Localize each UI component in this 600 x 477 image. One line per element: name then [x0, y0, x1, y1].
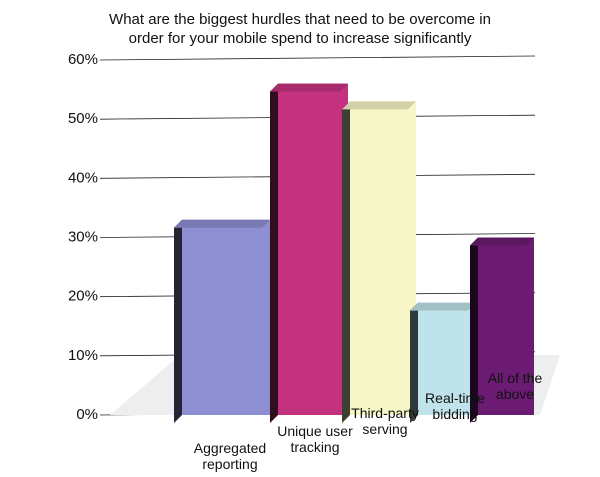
x-tick-label: All of the above — [487, 370, 543, 402]
y-tick-label: 40% — [68, 169, 98, 186]
bar-side — [342, 101, 350, 424]
x-tick-label: Real-time bidding — [425, 390, 485, 422]
x-tick-label: Third-party serving — [351, 405, 419, 437]
bar-side — [270, 83, 278, 424]
bar-top — [174, 219, 270, 228]
y-tick-label: 60% — [68, 51, 98, 68]
x-tick-label: Aggregated reporting — [193, 440, 267, 472]
bar — [270, 83, 348, 424]
bar — [342, 101, 416, 424]
bar-front — [278, 83, 348, 416]
bar-side — [174, 219, 182, 423]
bar-front — [182, 219, 270, 415]
bar — [470, 237, 534, 423]
y-tick-label: 0% — [76, 406, 98, 423]
x-tick-label: Unique user tracking — [277, 423, 353, 455]
bar-side — [410, 302, 418, 423]
bar — [410, 302, 476, 423]
bar-front — [350, 101, 416, 416]
bar-top — [470, 237, 534, 246]
y-tick-label: 10% — [68, 347, 98, 364]
bar-front — [478, 237, 534, 415]
bar-top — [410, 302, 476, 311]
y-tick-label: 50% — [68, 110, 98, 127]
y-tick-label: 20% — [68, 288, 98, 305]
bar-top — [270, 83, 348, 92]
chart-title: What are the biggest hurdles that need t… — [109, 11, 491, 47]
bar-top — [342, 101, 416, 110]
bar-front — [418, 302, 476, 415]
y-tick-label: 30% — [68, 228, 98, 245]
grid-line — [99, 55, 536, 61]
bar — [174, 219, 270, 423]
bar-side — [470, 237, 478, 423]
